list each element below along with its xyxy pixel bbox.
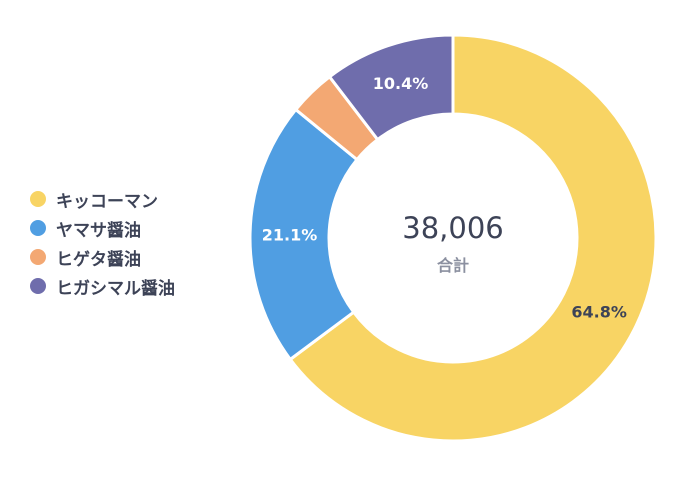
center-total-caption: 合計 (437, 256, 469, 275)
center-total-value: 38,006 (402, 211, 503, 245)
legend-item-higashimaru[interactable]: ヒガシマル醤油 (30, 275, 175, 299)
legend-label: ヤマサ醤油 (56, 220, 141, 241)
slice-higashimaru[interactable] (327, 33, 455, 142)
legend-item-higeta[interactable]: ヒゲタ醤油 (30, 246, 175, 270)
legend-swatch (30, 249, 46, 265)
legend-label: キッコーマン (56, 191, 158, 212)
legend-swatch (30, 278, 46, 294)
slice-kikkoman[interactable] (288, 33, 658, 443)
slice-label-higashimaru: 10.4% (373, 74, 429, 93)
legend-label: ヒゲタ醤油 (56, 249, 141, 270)
legend-item-yamasa[interactable]: ヤマサ醤油 (30, 217, 175, 241)
legend-label: ヒガシマル醤油 (56, 278, 175, 299)
slice-label-yamasa: 21.1% (262, 225, 318, 244)
slice-yamasa[interactable] (248, 107, 360, 362)
legend-item-kikkoman[interactable]: キッコーマン (30, 188, 175, 212)
legend-swatch (30, 191, 46, 207)
legend-swatch (30, 220, 46, 236)
chart-legend: キッコーマン ヤマサ醤油 ヒゲタ醤油 ヒガシマル醤油 (30, 188, 175, 299)
slice-label-kikkoman: 64.8% (571, 302, 627, 321)
